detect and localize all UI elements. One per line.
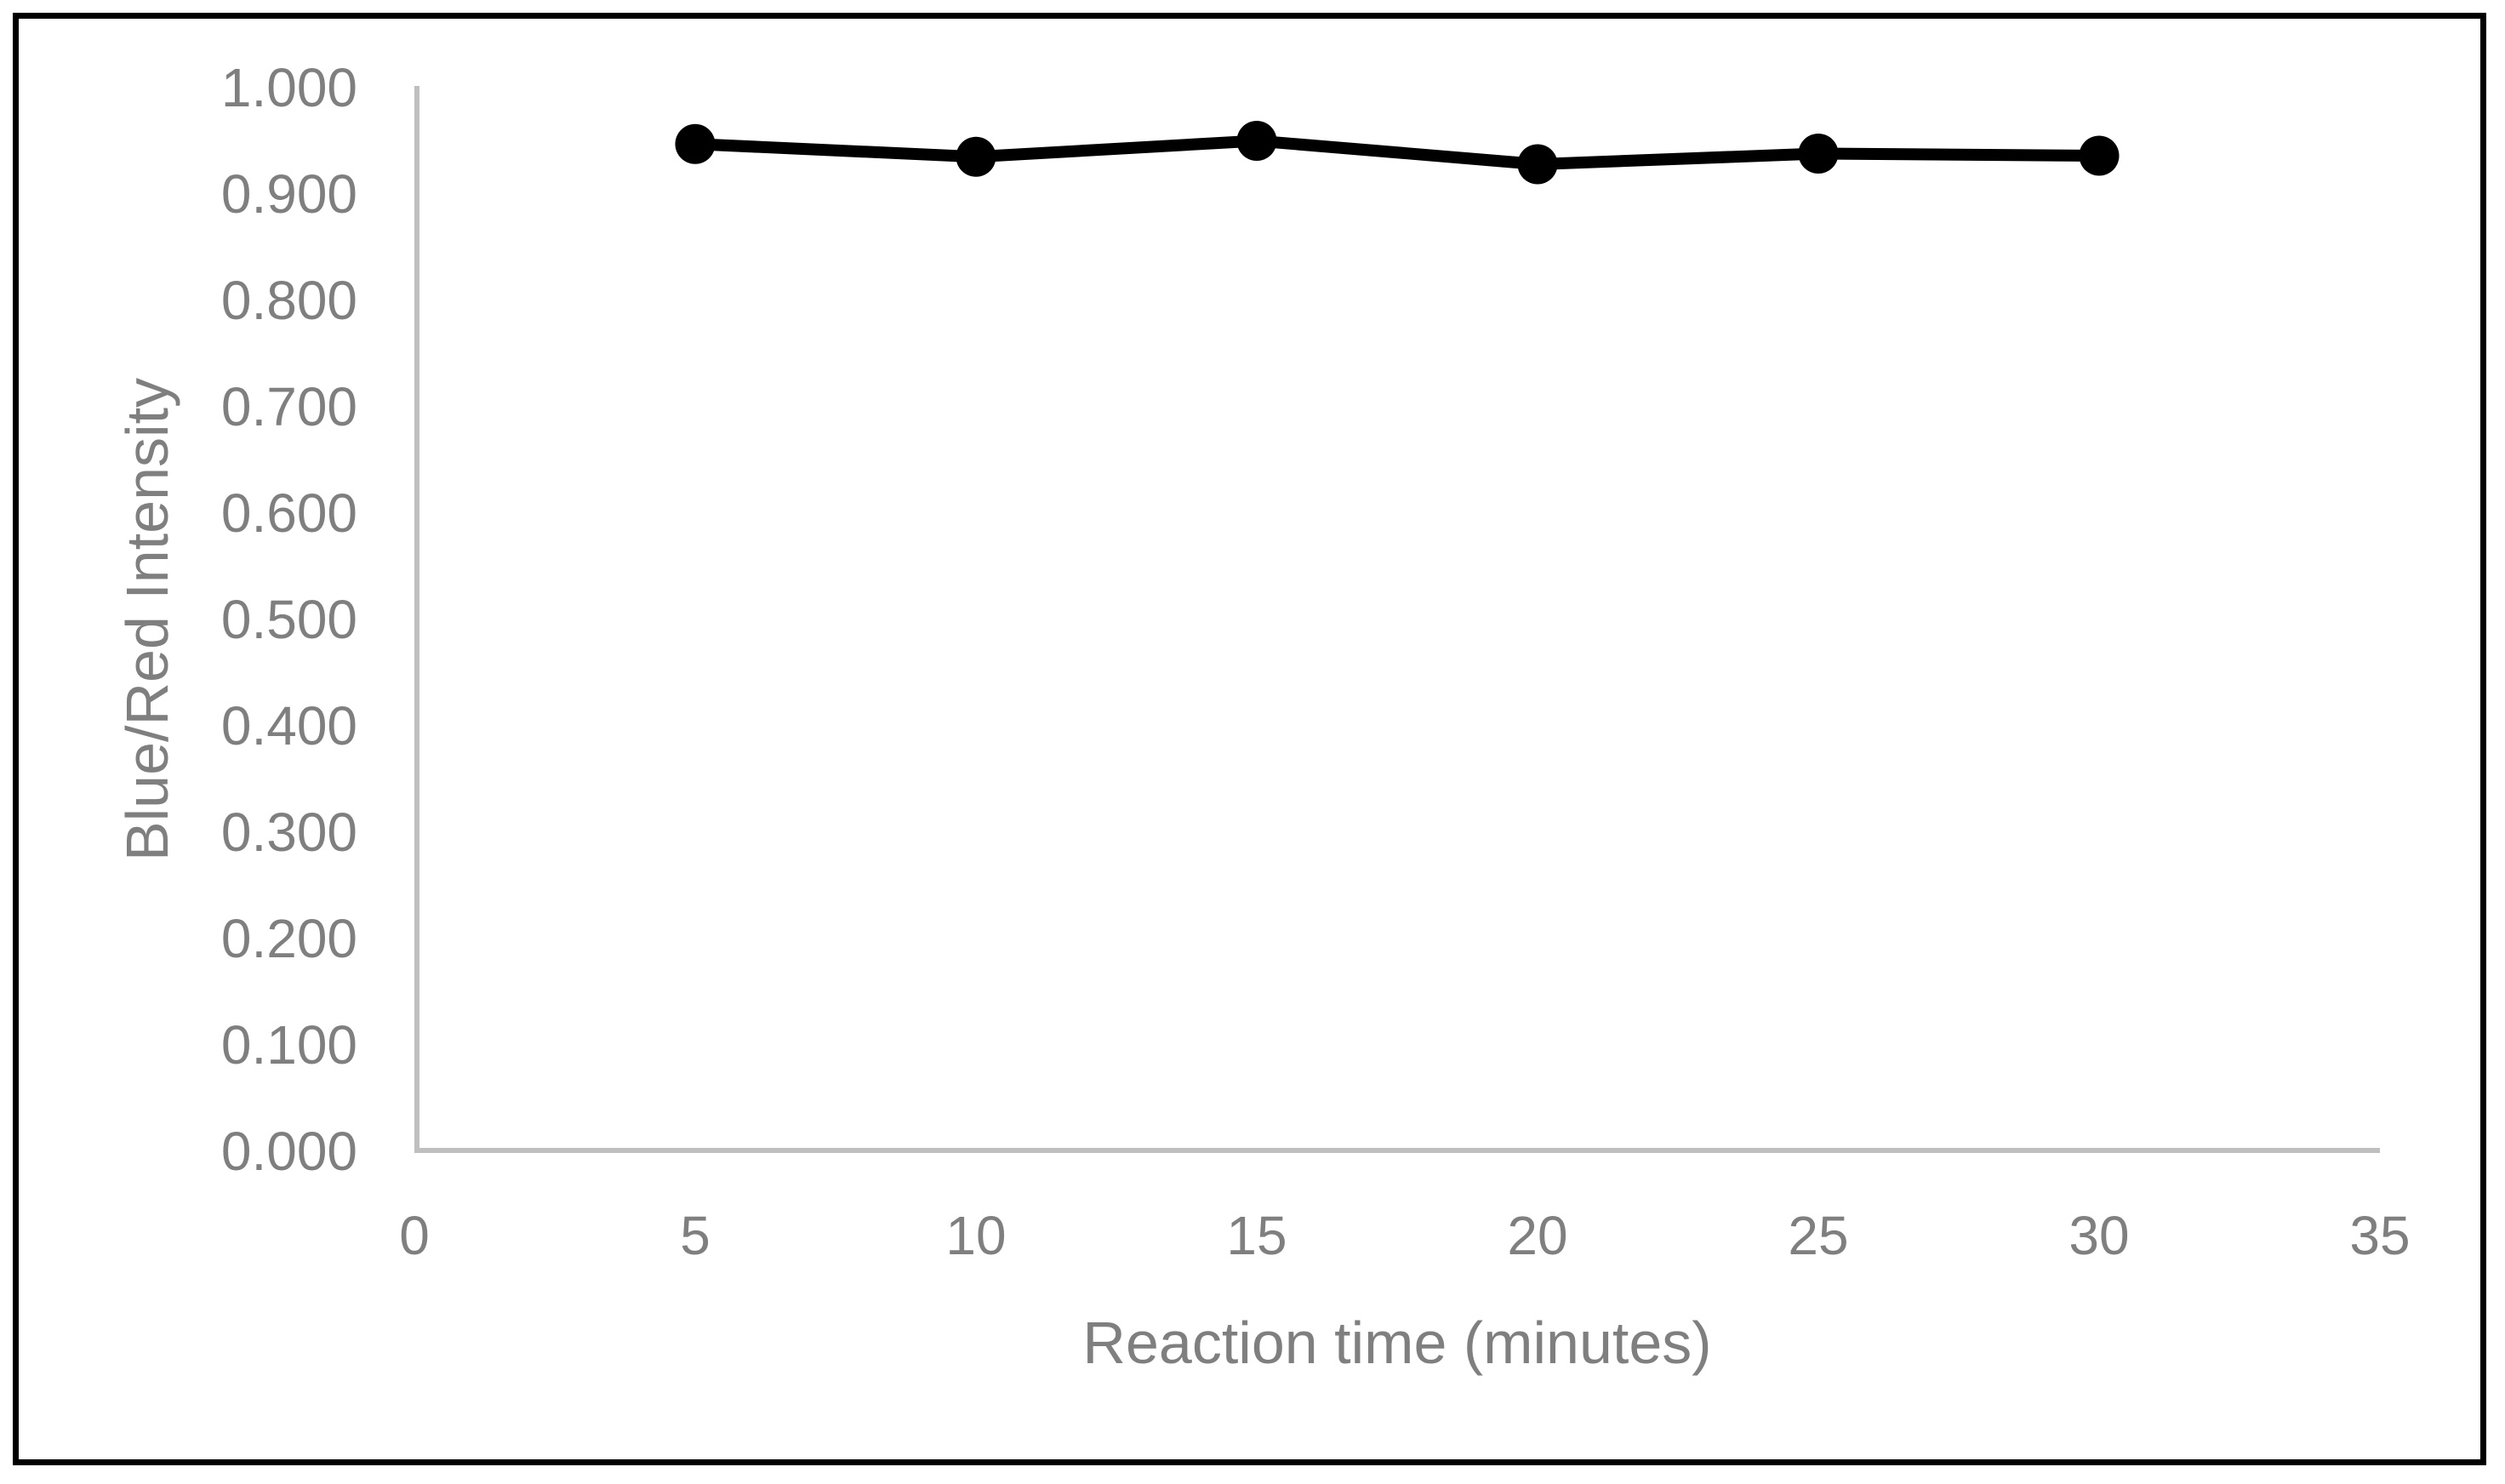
data-point-marker xyxy=(1236,121,1277,161)
data-point-marker xyxy=(956,136,996,177)
x-tick-label: 10 xyxy=(945,1205,1007,1266)
y-tick-label: 0.400 xyxy=(220,695,357,756)
data-point-marker xyxy=(675,123,716,164)
y-tick-label: 0.900 xyxy=(220,163,357,225)
x-tick-label: 25 xyxy=(1788,1205,1849,1266)
y-tick-label: 0.700 xyxy=(220,376,357,437)
y-tick-label: 0.500 xyxy=(220,589,357,650)
y-tick-label: 0.600 xyxy=(220,482,357,544)
axes xyxy=(414,86,2380,1153)
y-tick-label: 0.100 xyxy=(220,1014,357,1076)
x-axis-title: Reaction time (minutes) xyxy=(1082,1310,1712,1376)
y-axis-title: Blue/Red Intensity xyxy=(114,377,180,862)
y-tick-label: 0.200 xyxy=(220,908,357,969)
series-line xyxy=(694,134,2100,171)
y-tick-label: 0.000 xyxy=(220,1121,357,1182)
data-point-marker xyxy=(1517,144,1558,185)
data-series xyxy=(675,121,2120,185)
y-tick-label: 0.800 xyxy=(220,270,357,331)
x-tick-label: 20 xyxy=(1507,1205,1568,1266)
y-tick-label: 1.000 xyxy=(220,57,357,118)
figure-border xyxy=(13,13,2486,1465)
x-tick-label: 5 xyxy=(680,1205,710,1266)
x-tick-label: 0 xyxy=(399,1205,430,1266)
y-tick-label: 0.300 xyxy=(220,802,357,863)
data-point-marker xyxy=(1798,134,1839,174)
data-point-marker xyxy=(2079,135,2120,176)
x-tick-label: 30 xyxy=(2068,1205,2130,1266)
x-tick-label: 35 xyxy=(2349,1205,2411,1266)
x-tick-label: 15 xyxy=(1226,1205,1287,1266)
